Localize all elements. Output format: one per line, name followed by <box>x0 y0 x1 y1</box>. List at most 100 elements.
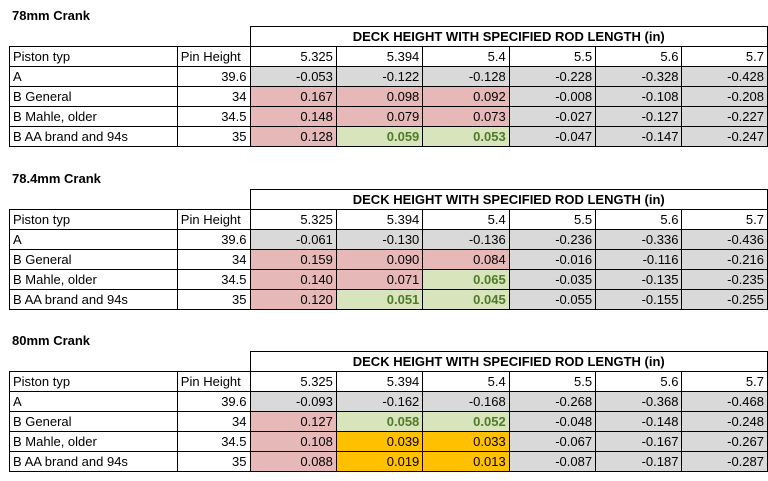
deck-height-value-cell: 0.088 <box>249 451 337 472</box>
table-row: B Mahle, older 34.5 0.140 0.071 0.065 -0.035 -… <box>9 269 768 290</box>
rod-length-header: 5.394 <box>335 46 424 67</box>
deck-height-value-cell: -0.236 <box>508 229 597 250</box>
rod-length-header: 5.4 <box>422 46 510 67</box>
deck-height-value-cell: -0.216 <box>681 249 768 270</box>
deck-height-value-cell: 0.033 <box>422 431 510 452</box>
deck-height-value-cell: -0.147 <box>595 126 683 147</box>
piston-type-cell: A <box>9 66 178 87</box>
deck-height-value-cell: 0.148 <box>249 106 337 127</box>
deck-height-value-cell: 0.084 <box>422 249 510 270</box>
piston-type-cell: B General <box>9 411 178 432</box>
pin-height-cell: 35 <box>176 451 251 472</box>
deck-height-value-cell: 0.039 <box>335 431 424 452</box>
piston-type-cell: A <box>9 391 178 412</box>
deck-height-value-cell: 0.140 <box>249 269 337 290</box>
deck-height-value-cell: -0.428 <box>681 66 768 87</box>
table-header-row: DECK HEIGHT WITH SPECIFIED ROD LENGTH (i… <box>10 351 768 372</box>
deck-height-value-cell: -0.255 <box>681 289 768 310</box>
piston-type-header: Piston typ <box>9 371 178 392</box>
piston-type-header: Piston typ <box>9 209 178 230</box>
table-row: B AA brand and 94s 35 0.088 0.019 0.013 -0.08… <box>9 451 768 472</box>
deck-height-value-cell: 0.073 <box>422 106 510 127</box>
rod-length-header: 5.4 <box>422 371 510 392</box>
deck-height-value-cell: -0.247 <box>681 126 768 147</box>
deck-height-value-cell: -0.027 <box>508 106 597 127</box>
pin-height-header: Pin Height <box>176 46 251 67</box>
blank-cell <box>10 190 251 210</box>
table-row: A 39.6 -0.061 -0.130 -0.136 -0.236 -0.336 -0.43… <box>9 229 768 250</box>
rod-length-header: 5.7 <box>681 209 768 230</box>
deck-height-header: DECK HEIGHT WITH SPECIFIED ROD LENGTH (i… <box>249 189 768 210</box>
deck-height-value-cell: -0.235 <box>681 269 768 290</box>
rod-length-header: 5.6 <box>595 209 683 230</box>
pin-height-cell: 34.5 <box>176 431 251 452</box>
deck-height-value-cell: -0.047 <box>508 126 597 147</box>
deck-height-value-cell: -0.328 <box>595 66 683 87</box>
deck-height-value-cell: -0.168 <box>422 391 510 412</box>
rod-length-header: 5.5 <box>508 209 597 230</box>
deck-height-header: DECK HEIGHT WITH SPECIFIED ROD LENGTH (i… <box>249 351 768 372</box>
table-header-row: DECK HEIGHT WITH SPECIFIED ROD LENGTH (i… <box>10 189 768 210</box>
pin-height-cell: 34 <box>176 411 251 432</box>
deck-height-value-cell: -0.268 <box>508 391 597 412</box>
pin-height-cell: 39.6 <box>176 66 251 87</box>
deck-height-value-cell: -0.368 <box>595 391 683 412</box>
deck-height-value-cell: -0.130 <box>335 229 424 250</box>
deck-height-value-cell: -0.136 <box>422 229 510 250</box>
piston-type-cell: B General <box>9 86 178 107</box>
section-title: 78mm Crank <box>12 8 91 23</box>
deck-height-value-cell: -0.055 <box>508 289 597 310</box>
deck-height-value-cell: -0.116 <box>595 249 683 270</box>
deck-height-value-cell: 0.071 <box>335 269 424 290</box>
table-row: B General 34 0.167 0.098 0.092 -0.008 -0.108 -0… <box>9 86 768 107</box>
rod-length-header: 5.7 <box>681 371 768 392</box>
deck-height-value-cell: -0.128 <box>422 66 510 87</box>
pin-height-cell: 34 <box>176 86 251 107</box>
deck-height-value-cell: -0.162 <box>335 391 424 412</box>
column-header-row: Piston typ Pin Height 5.325 5.394 5.4 5.5 5.6 5… <box>9 209 768 230</box>
deck-height-value-cell: -0.148 <box>595 411 683 432</box>
rod-length-header: 5.325 <box>249 209 337 230</box>
piston-type-cell: B AA brand and 94s <box>9 289 178 310</box>
blank-cell <box>10 27 251 47</box>
table-header-row: DECK HEIGHT WITH SPECIFIED ROD LENGTH (i… <box>10 26 768 47</box>
deck-height-value-cell: -0.227 <box>681 106 768 127</box>
pin-height-cell: 39.6 <box>176 229 251 250</box>
deck-height-value-cell: -0.127 <box>595 106 683 127</box>
deck-height-value-cell: -0.208 <box>681 86 768 107</box>
deck-height-table: DECK HEIGHT WITH SPECIFIED ROD LENGTH (i… <box>9 351 768 472</box>
deck-height-value-cell: 0.059 <box>335 126 424 147</box>
deck-height-value-cell: -0.035 <box>508 269 597 290</box>
deck-height-value-cell: -0.122 <box>335 66 424 87</box>
deck-height-value-cell: 0.065 <box>422 269 510 290</box>
deck-height-value-cell: 0.013 <box>422 451 510 472</box>
rod-length-header: 5.5 <box>508 46 597 67</box>
deck-height-value-cell: -0.248 <box>681 411 768 432</box>
deck-height-value-cell: 0.051 <box>335 289 424 310</box>
piston-type-cell: B General <box>9 249 178 270</box>
pin-height-cell: 34.5 <box>176 269 251 290</box>
table-row: B AA brand and 94s 35 0.120 0.051 0.045 -0.05… <box>9 289 768 310</box>
table-row: B General 34 0.127 0.058 0.052 -0.048 -0.148 -0… <box>9 411 768 432</box>
deck-height-value-cell: 0.045 <box>422 289 510 310</box>
pin-height-cell: 34 <box>176 249 251 270</box>
deck-height-value-cell: -0.093 <box>249 391 337 412</box>
rod-length-header: 5.6 <box>595 371 683 392</box>
deck-height-value-cell: 0.090 <box>335 249 424 270</box>
deck-height-value-cell: -0.067 <box>508 431 597 452</box>
deck-height-value-cell: -0.436 <box>681 229 768 250</box>
deck-height-value-cell: 0.053 <box>422 126 510 147</box>
deck-height-value-cell: 0.159 <box>249 249 337 270</box>
deck-height-value-cell: -0.287 <box>681 451 768 472</box>
deck-height-value-cell: 0.052 <box>422 411 510 432</box>
piston-type-cell: B Mahle, older <box>9 269 178 290</box>
piston-type-cell: B AA brand and 94s <box>9 451 178 472</box>
deck-height-value-cell: -0.108 <box>595 86 683 107</box>
piston-type-header: Piston typ <box>9 46 178 67</box>
section-title: 80mm Crank <box>12 333 91 348</box>
deck-height-value-cell: -0.048 <box>508 411 597 432</box>
deck-height-value-cell: 0.108 <box>249 431 337 452</box>
column-header-row: Piston typ Pin Height 5.325 5.394 5.4 5.5 5.6 5… <box>9 46 768 67</box>
pin-height-cell: 34.5 <box>176 106 251 127</box>
deck-height-value-cell: -0.053 <box>249 66 337 87</box>
